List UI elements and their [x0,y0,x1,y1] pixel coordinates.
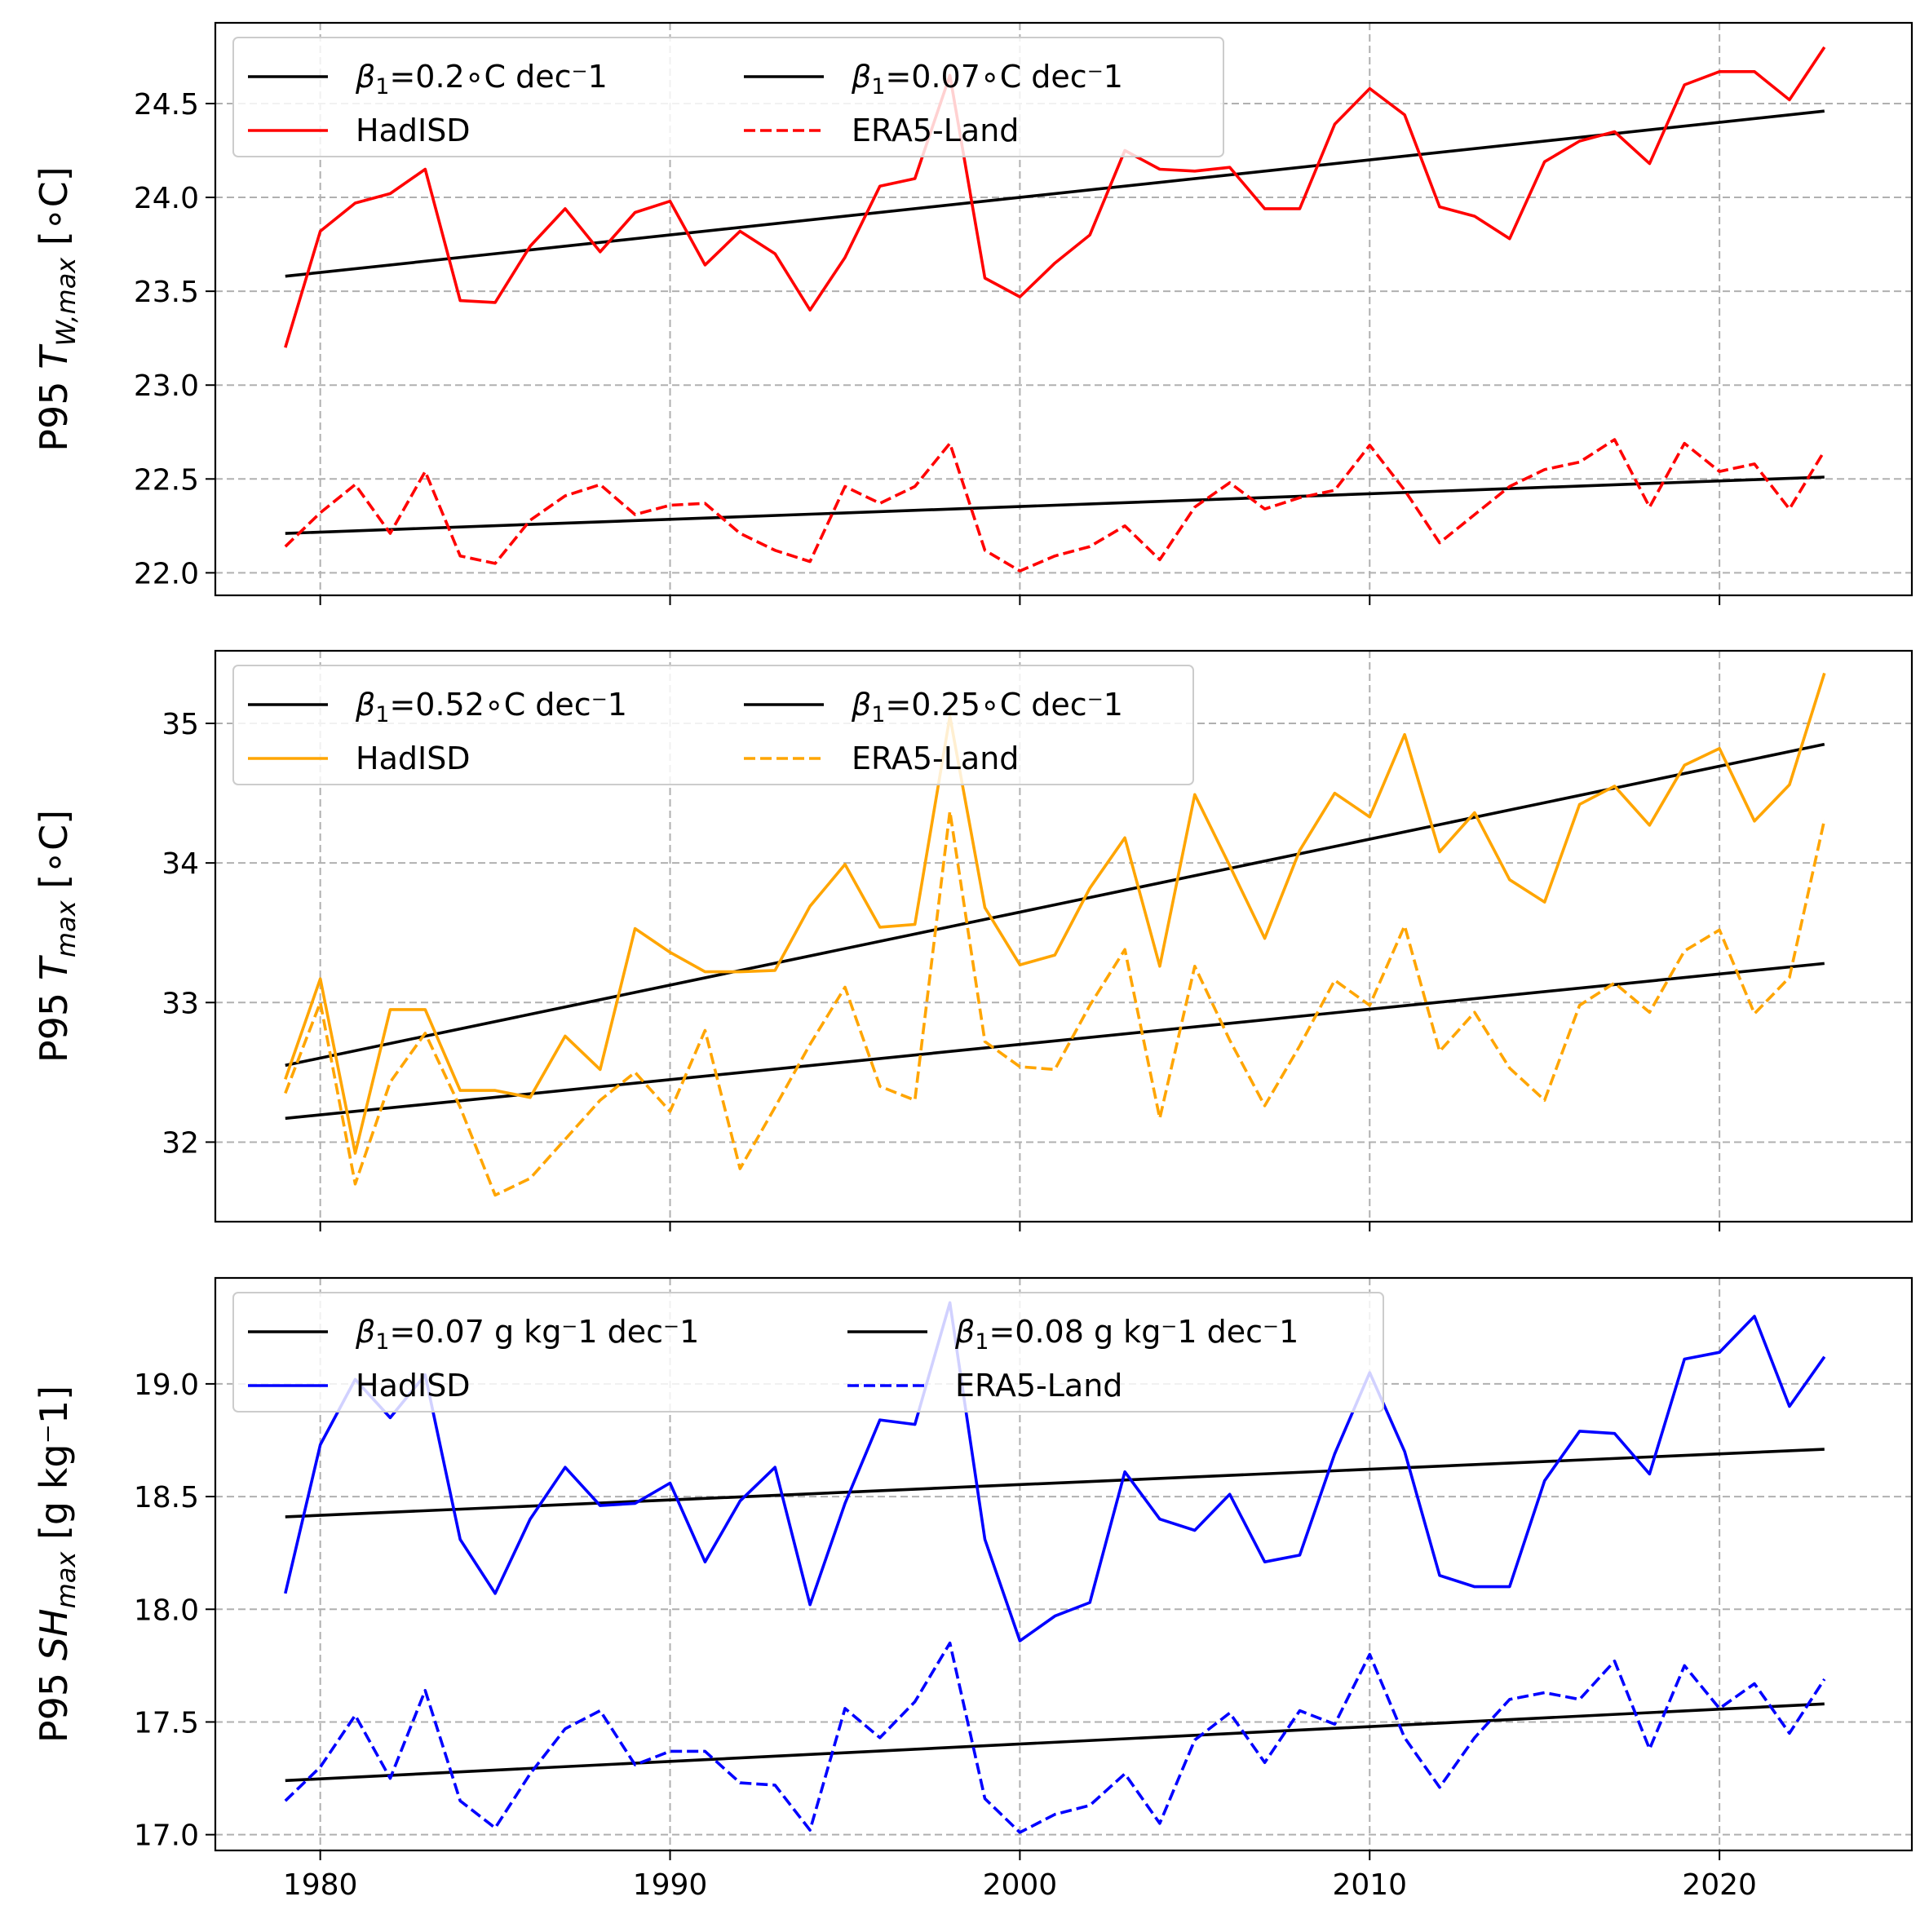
axes-frame [214,1276,1914,1852]
legend-label: HadISD [356,1368,471,1404]
legend-label: ERA5-Land [852,113,1019,148]
x-tick-label: 1980 [283,1868,358,1902]
legend: β1=0.52∘C dec⁻1 HadISD β1=0.25∘C dec⁻1 ERA5… [232,665,1194,785]
y-tick-label: 23.5 [134,276,199,309]
legend-label: β1=0.07 g kg⁻1 dec⁻1 [355,1314,699,1355]
trend-line [285,742,1825,1068]
legend-label: β1=0.2∘C dec⁻1 [355,59,608,99]
x-tick-label: 2010 [1332,1868,1407,1902]
legend-label: HadISD [356,741,471,776]
x-tick-label: 1990 [633,1868,708,1902]
series-line-era5-land [284,809,1826,1197]
y-tick-label: 32 [161,1126,199,1160]
x-tick-label: 2000 [983,1868,1058,1902]
legend-label: HadISD [356,113,471,148]
y-tick-label: 35 [161,708,199,741]
x-tick-label: 2020 [1682,1868,1757,1902]
y-tick-label: 17.5 [134,1706,199,1740]
y-tick-label: 24.5 [134,88,199,122]
legend-frame [232,1292,1384,1413]
legend-label: β1=0.08 g kg⁻1 dec⁻1 [954,1314,1299,1355]
legend-label: ERA5-Land [955,1368,1122,1404]
y-tick-label: 22.0 [134,557,199,590]
y-tick-label: 17.0 [134,1819,199,1853]
chart-panel-bottom: 1980 1990 2000 2010 2020 17.0 17.5 18.0 18.5 19.0… [32,1276,1914,1902]
trend-line [285,475,1825,535]
y-tick-label: 34 [161,847,199,881]
y-tick-label: 23.0 [134,369,199,403]
y-axis-label: P95 TW,max [∘C] [32,166,82,451]
legend-label: β1=0.52∘C dec⁻1 [355,687,627,727]
y-tick-label: 22.5 [134,463,199,497]
y-tick-label: 18.5 [134,1481,199,1514]
legend: β1=0.2∘C dec⁻1 HadISD β1=0.07∘C dec⁻1 ERA5-… [232,37,1224,157]
legend-label: β1=0.07∘C dec⁻1 [851,59,1123,99]
y-tick-label: 24.0 [134,182,199,215]
chart-panel-top: 22.0 22.5 23.0 23.5 24.0 24.5 P95 TW,max [∘C] β… [32,21,1914,605]
legend-frame [232,665,1194,785]
legend-frame [232,37,1224,157]
legend-label: β1=0.25∘C dec⁻1 [851,687,1123,727]
legend: β1=0.07 g kg⁻1 dec⁻1 HadISD β1=0.08 g kg⁻1… [232,1292,1384,1413]
y-tick-label: 18.0 [134,1594,199,1627]
legend-label: ERA5-Land [852,741,1019,776]
trend-line [285,1702,1825,1783]
series-line-era5-land [284,1641,1826,1834]
y-tick-label: 33 [161,987,199,1020]
chart-panel-middle: 32 33 34 35 P95 Tmax [∘C] β1=0.52∘C dec⁻1 HadI… [32,649,1914,1231]
trend-line [285,962,1825,1121]
trend-line [285,1448,1825,1519]
y-axis-label: P95 Tmax [∘C] [32,810,82,1063]
axes-frame [214,21,1914,597]
y-tick-label: 19.0 [134,1368,199,1402]
trend-line [285,109,1825,278]
axes-frame [214,649,1914,1223]
y-axis-label: P95 SHmax [g kg⁻1] [32,1386,82,1743]
